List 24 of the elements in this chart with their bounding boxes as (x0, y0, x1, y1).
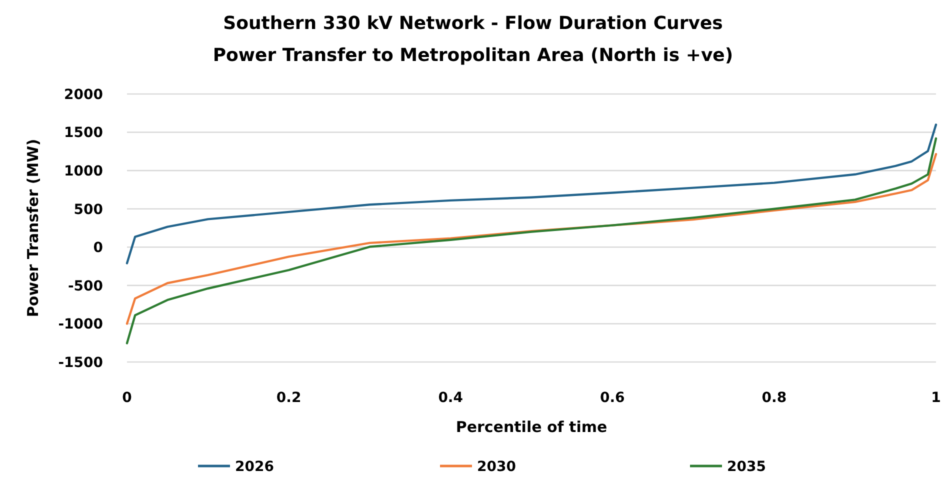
line-series (126, 153, 938, 325)
chart-subtitle: Power Transfer to Metropolitan Area (North is +ve) (212, 45, 734, 66)
y-axis-title: Power Transfer (MW) (24, 138, 42, 318)
legend-label: 2026 (235, 458, 274, 475)
x-tick-label: 1 (931, 390, 941, 406)
y-tick-label: 1000 (64, 163, 104, 180)
x-tick-label: 0 (122, 390, 132, 406)
legend-label: 2035 (727, 458, 766, 475)
x-tick-label: 0.8 (762, 390, 787, 406)
y-tick-label: 0 (93, 240, 104, 256)
x-tick-label: 0.6 (600, 390, 625, 406)
y-tick-label: -1000 (58, 316, 104, 333)
chart-title: Southern 330 kV Network - Flow Duration Curves (223, 13, 723, 34)
y-tick-label: 1500 (64, 125, 104, 142)
y-tick-label: -1500 (58, 354, 104, 371)
x-tick-label: 0.2 (276, 390, 302, 406)
y-tick-label: 2000 (64, 86, 104, 103)
x-axis-title: Percentile of time (456, 418, 608, 436)
x-tick-label: 0.4 (438, 390, 464, 406)
y-tick-label: 500 (74, 202, 104, 218)
line-series (126, 137, 938, 344)
line-series (126, 124, 938, 264)
y-tick-label: -500 (68, 278, 104, 294)
legend-label: 2030 (477, 458, 516, 475)
